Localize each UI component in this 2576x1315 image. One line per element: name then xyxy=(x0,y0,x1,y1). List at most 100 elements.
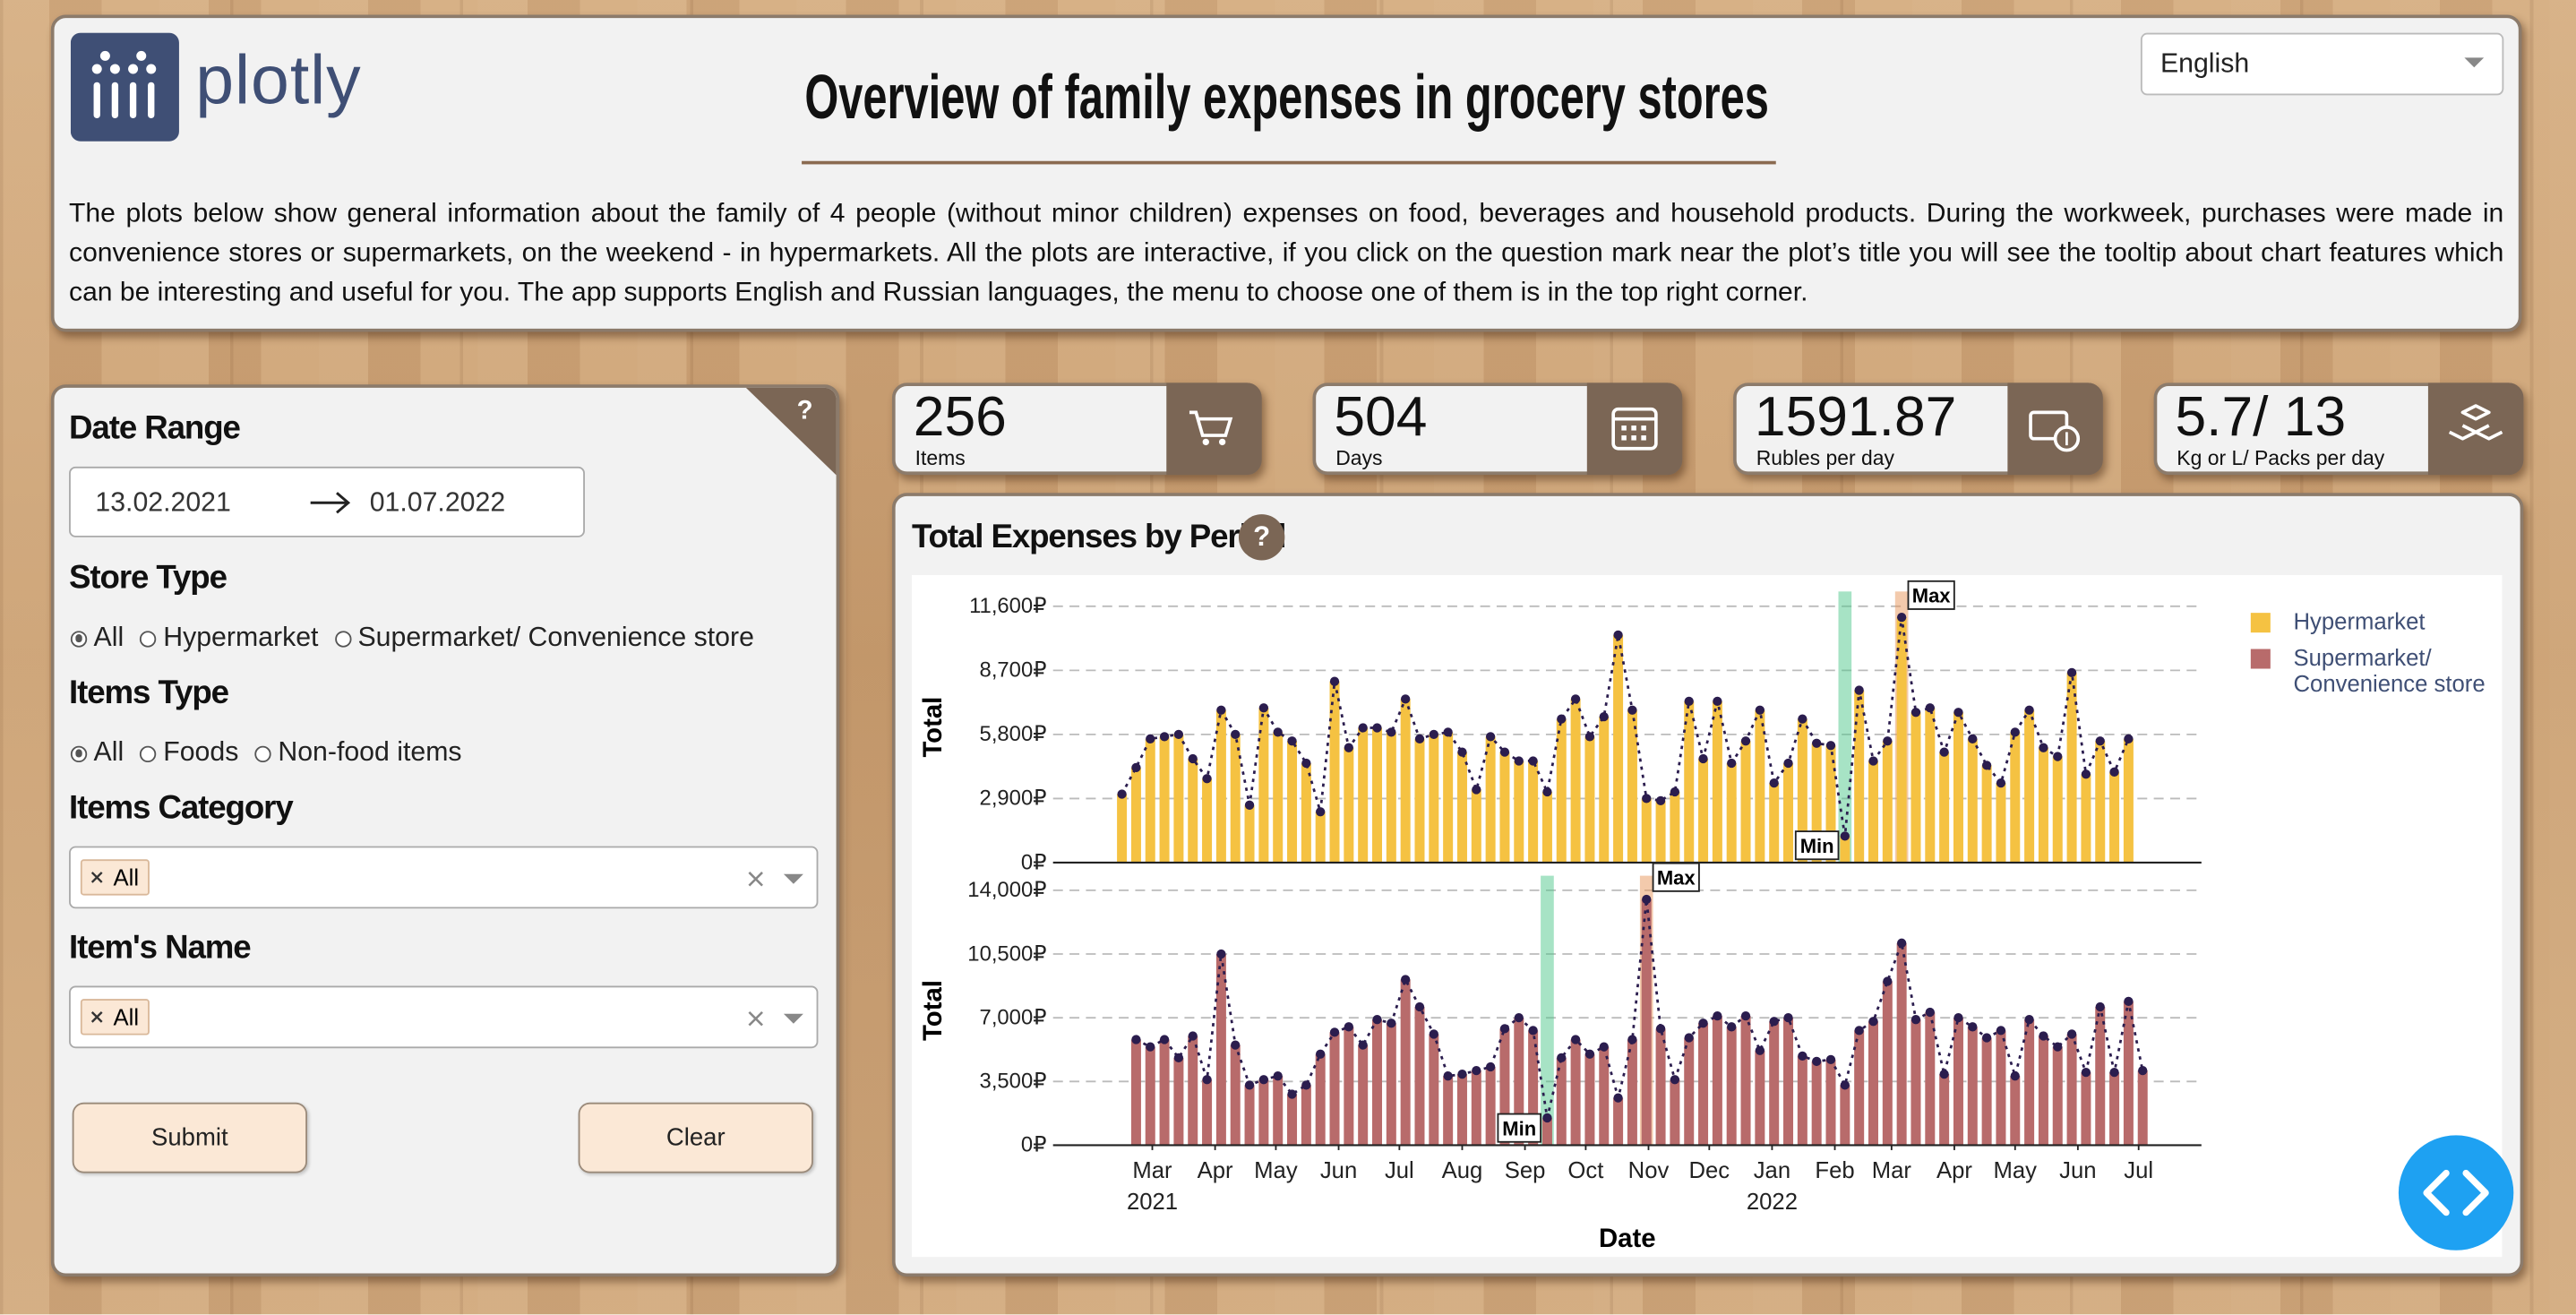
chip[interactable]: All xyxy=(80,859,150,896)
chip-label: All xyxy=(113,864,140,891)
bar xyxy=(1953,712,1963,863)
x-tick-label: Dec xyxy=(1689,1158,1730,1183)
date-arrow xyxy=(310,492,351,514)
point xyxy=(1911,708,1921,718)
kpi-icon-glyph xyxy=(1611,407,1658,451)
bar xyxy=(1769,783,1780,863)
radio-option[interactable]: Foods xyxy=(140,738,238,769)
kpi-value: 504 xyxy=(1334,386,1428,449)
bar xyxy=(1471,789,1481,863)
y-tick-label: 0₽ xyxy=(1021,850,1046,874)
bar xyxy=(1811,743,1822,863)
point xyxy=(1627,1035,1637,1044)
point xyxy=(1798,1051,1807,1061)
radio-option[interactable]: All xyxy=(70,738,124,769)
point xyxy=(2066,667,2077,677)
radio-option[interactable]: Non-food items xyxy=(254,738,462,769)
code-button[interactable] xyxy=(2397,1134,2515,1252)
min-label-box xyxy=(1794,830,1840,861)
bar xyxy=(1726,762,1737,863)
point xyxy=(1358,1040,1368,1050)
chart-help[interactable]: ? xyxy=(1238,514,1285,561)
point xyxy=(1627,705,1637,715)
clear-button[interactable]: Clear xyxy=(578,1102,813,1173)
bar xyxy=(1712,700,1722,863)
legend-item[interactable]: Hypermarket xyxy=(2250,608,2513,634)
title-rule xyxy=(802,160,1776,165)
point xyxy=(1698,753,1708,764)
store-type-options: All Hypermarket Supermarket/ Convenience s… xyxy=(70,623,754,654)
legend: Hypermarket Supermarket/ Convenience stor… xyxy=(2250,608,2513,707)
radio-label: Supermarket/ Convenience store xyxy=(357,623,754,653)
point xyxy=(1599,1042,1609,1052)
point xyxy=(1231,729,1241,740)
bar xyxy=(1755,1050,1765,1146)
point xyxy=(2138,1065,2148,1076)
radio-option[interactable]: All xyxy=(70,623,124,654)
bar xyxy=(1854,1030,1865,1146)
select-controls[interactable] xyxy=(748,871,813,887)
kpi-icon-glyph xyxy=(1189,410,1233,446)
point xyxy=(1146,1042,1155,1052)
bar xyxy=(1925,1012,1936,1146)
point xyxy=(1273,1071,1283,1081)
bar xyxy=(1584,1053,1595,1146)
legend-item[interactable]: Supermarket/ Convenience store xyxy=(2250,644,2513,697)
chip-remove[interactable] xyxy=(90,871,104,884)
x-tick-label: Jul xyxy=(2124,1158,2153,1183)
bar xyxy=(1471,1070,1481,1146)
bar xyxy=(1159,1039,1170,1146)
radio-option[interactable]: Hypermarket xyxy=(140,623,319,654)
bar xyxy=(2052,756,2063,863)
kpi-icon xyxy=(1166,382,1262,476)
select-controls[interactable] xyxy=(748,1010,813,1027)
point xyxy=(1655,1024,1666,1034)
bar xyxy=(2038,1036,2048,1146)
radio-option[interactable]: Supermarket/ Convenience store xyxy=(334,623,754,654)
point xyxy=(1472,785,1481,795)
point xyxy=(1642,894,1652,905)
bar xyxy=(2137,1070,2148,1146)
point xyxy=(1443,1071,1453,1081)
radio-circle xyxy=(254,744,272,762)
point xyxy=(2081,1067,2091,1078)
bar xyxy=(2123,1001,2134,1146)
x-tick-label: Aug xyxy=(1442,1158,1483,1183)
radio-circle xyxy=(140,744,157,762)
title-wrap: Overview of family expenses in grocery s… xyxy=(55,64,2519,135)
submit-button[interactable]: Submit xyxy=(72,1102,307,1173)
bar xyxy=(1541,792,1552,863)
bar xyxy=(1429,734,1439,863)
date-range-title: Date Range xyxy=(69,410,241,447)
items-category-select[interactable]: All xyxy=(69,846,819,909)
bar xyxy=(1499,1028,1510,1146)
point xyxy=(1514,756,1524,766)
point xyxy=(1883,976,1893,986)
chip-remove[interactable] xyxy=(90,1010,104,1024)
bar xyxy=(1925,708,1936,863)
bar xyxy=(1414,738,1425,863)
bar xyxy=(1386,732,1396,863)
language-select[interactable]: English xyxy=(2140,32,2504,96)
items-name-select[interactable]: All xyxy=(69,985,819,1049)
point xyxy=(1684,696,1694,707)
bar xyxy=(2081,774,2091,863)
point xyxy=(1472,1065,1481,1076)
trend-line xyxy=(1121,616,2130,837)
point xyxy=(1953,1013,1963,1023)
help-corner[interactable] xyxy=(743,387,837,482)
point xyxy=(1939,747,1949,757)
x-tick-label: May xyxy=(1254,1158,1298,1183)
y-tick-label: 3,500₽ xyxy=(980,1070,1047,1094)
bar xyxy=(1315,812,1326,863)
point xyxy=(1258,703,1269,713)
point xyxy=(1825,1054,1836,1065)
chip[interactable]: All xyxy=(80,999,150,1036)
bar xyxy=(1258,1079,1269,1146)
point xyxy=(2124,734,2134,743)
bar xyxy=(2081,1072,2091,1146)
date-range-input[interactable]: 13.02.2021 01.07.2022 xyxy=(69,466,585,537)
bar xyxy=(1230,1044,1241,1146)
point xyxy=(1542,1113,1552,1123)
radio-label: Hypermarket xyxy=(163,623,319,653)
